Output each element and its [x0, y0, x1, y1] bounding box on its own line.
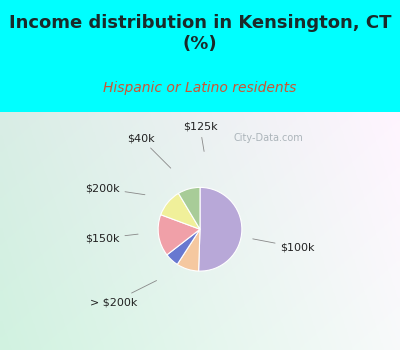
Text: Income distribution in Kensington, CT
(%): Income distribution in Kensington, CT (%… — [9, 14, 391, 52]
Wedge shape — [177, 229, 200, 271]
Text: $40k: $40k — [127, 133, 171, 168]
Text: City-Data.com: City-Data.com — [233, 133, 303, 143]
Wedge shape — [167, 229, 200, 264]
Text: $200k: $200k — [85, 183, 145, 195]
Text: Hispanic or Latino residents: Hispanic or Latino residents — [103, 81, 297, 95]
Text: $100k: $100k — [253, 239, 315, 252]
Wedge shape — [161, 193, 200, 229]
Text: $125k: $125k — [183, 122, 217, 152]
Text: > $200k: > $200k — [90, 281, 156, 307]
Wedge shape — [178, 187, 200, 229]
Wedge shape — [198, 187, 242, 271]
Wedge shape — [158, 215, 200, 255]
Text: $150k: $150k — [85, 233, 138, 243]
